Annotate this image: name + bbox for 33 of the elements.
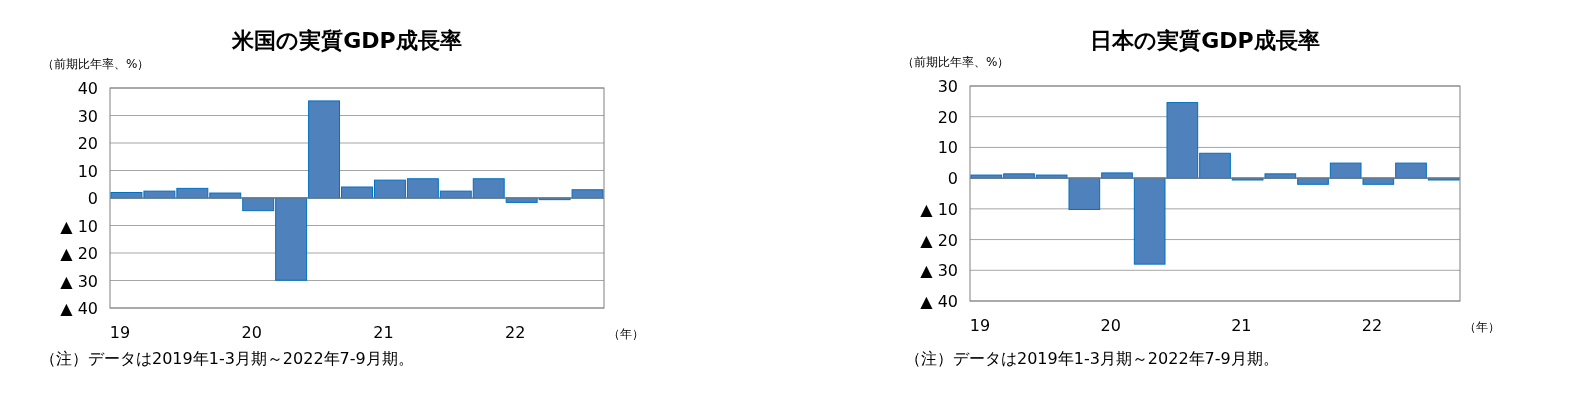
y-tick-label: ▲ 40 — [920, 292, 958, 311]
y-tick-label: ▲ 30 — [920, 261, 958, 281]
y-axis-title: （前期比年率、%） — [42, 57, 150, 71]
x-tick-label: 20 — [1100, 316, 1121, 335]
y-tick-label: 0 — [87, 189, 98, 208]
x-tick-label: 22 — [1361, 316, 1383, 335]
x-tick-label: 19 — [109, 323, 131, 342]
y-tick-label: ▲ 30 — [60, 271, 98, 291]
y-tick-label: 30 — [77, 106, 98, 126]
chart-title: 米国の実質GDP成長率 — [231, 28, 462, 53]
y-tick-label: 20 — [937, 107, 958, 127]
y-tick-label: ▲ 10 — [60, 216, 98, 236]
y-tick-label: ▲ 40 — [60, 299, 98, 318]
x-axis-title: （年） — [1464, 320, 1500, 334]
y-tick-label: ▲ 20 — [60, 244, 98, 263]
y-tick-label: 10 — [77, 161, 98, 181]
x-tick-label: 19 — [969, 316, 991, 335]
y-axis-title: （前期比年率、%） — [902, 55, 1010, 69]
y-tick-label: 10 — [937, 138, 958, 158]
x-axis-title: （年） — [608, 327, 644, 341]
y-tick-label: ▲ 10 — [920, 199, 958, 219]
chart-title: 日本の実質GDP成長率 — [1090, 28, 1320, 53]
x-tick-label: 21 — [373, 323, 394, 342]
y-tick-label: 0 — [947, 169, 958, 189]
text: （注）データは2019年1-3月期～2022年7-9月期。 — [40, 349, 414, 368]
x-tick-label: 21 — [1231, 316, 1252, 335]
x-tick-label: 20 — [241, 323, 262, 342]
y-tick-label: ▲ 20 — [920, 230, 958, 250]
x-tick-label: 22 — [505, 323, 526, 342]
y-tick-label: 30 — [937, 77, 958, 96]
text: （注）データは2019年1-3月期～2022年7-9月期。 — [905, 349, 1279, 368]
y-tick-label: 40 — [77, 79, 98, 98]
y-tick-label: 20 — [77, 134, 98, 153]
